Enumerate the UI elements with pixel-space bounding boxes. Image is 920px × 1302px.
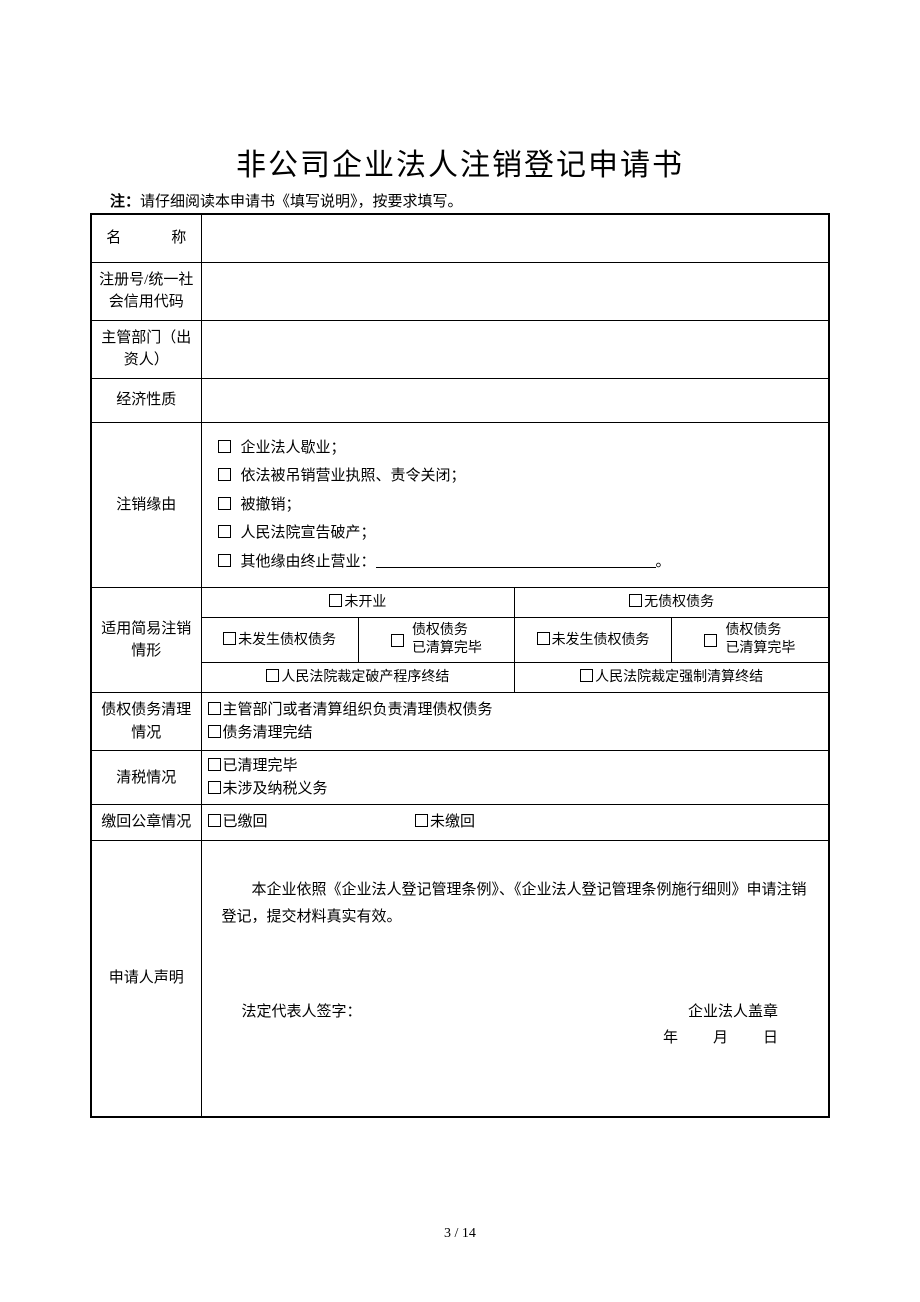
label-declaration: 申请人声明 xyxy=(91,840,201,1117)
checkbox-icon[interactable] xyxy=(415,814,428,827)
checkbox-icon[interactable] xyxy=(218,525,231,538)
reason-item: 人民法院宣告破产； xyxy=(218,522,813,545)
simple-opt-b: 债权债务已清算完毕 xyxy=(358,618,515,663)
checkbox-icon[interactable] xyxy=(208,725,221,738)
reason-item: 依法被吊销营业执照、责令关闭； xyxy=(218,465,813,488)
reason-item: 企业法人歇业； xyxy=(218,437,813,460)
note-text: 请仔细阅读本申请书《填写说明》，按要求填写。 xyxy=(140,194,463,210)
field-cancel-reason: 企业法人歇业； 依法被吊销营业执照、责令关闭； 被撤销； 人民法院宣告破产； 其… xyxy=(201,422,829,588)
field-tax-clear: 已清理完毕 未涉及纳税义务 xyxy=(201,751,829,805)
field-authority[interactable] xyxy=(201,320,829,378)
note-line: 注：请仔细阅读本申请书《填写说明》，按要求填写。 xyxy=(90,190,830,211)
simple-opt-forced: 人民法院裁定强制清算终结 xyxy=(515,663,828,693)
checkbox-icon[interactable] xyxy=(208,814,221,827)
label-econ-nature: 经济性质 xyxy=(91,378,201,422)
checkbox-icon[interactable] xyxy=(208,702,221,715)
field-debt-clear: 主管部门或者清算组织负责清理债权债务 债务清理完结 xyxy=(201,693,829,751)
reason-item: 被撤销； xyxy=(218,494,813,517)
checkbox-icon[interactable] xyxy=(629,594,642,607)
simple-opt-nodebt: 无债权债务 xyxy=(515,588,828,618)
checkbox-icon[interactable] xyxy=(537,632,550,645)
simple-cancel-inner-table: 未开业 无债权债务 未发生债权债务 债权债务已清算完毕 未发生债权债务 xyxy=(202,588,829,692)
label-authority: 主管部门（出资人） xyxy=(91,320,201,378)
checkbox-icon[interactable] xyxy=(218,497,231,510)
other-reason-input[interactable] xyxy=(376,554,656,568)
application-form-table: 名 称 注册号/统一社会信用代码 主管部门（出资人） 经济性质 xyxy=(90,213,830,1118)
field-seal-return: 已缴回 未缴回 xyxy=(201,805,829,841)
label-cancel-reason: 注销缘由 xyxy=(91,422,201,588)
checkbox-icon[interactable] xyxy=(208,758,221,771)
simple-opt-c: 未发生债权债务 xyxy=(515,618,672,663)
checkbox-icon[interactable] xyxy=(266,669,279,682)
page-number: 3 / 14 xyxy=(0,1226,920,1242)
label-name: 名 称 xyxy=(91,214,201,262)
document-title: 非公司企业法人注销登记申请书 xyxy=(90,140,830,184)
label-tax-clear: 清税情况 xyxy=(91,751,201,805)
sign-stamp-label: 企业法人盖章 xyxy=(688,1001,798,1024)
checkbox-icon[interactable] xyxy=(218,554,231,567)
simple-opt-bankrupt: 人民法院裁定破产程序终结 xyxy=(202,663,515,693)
declaration-text: 本企业依照《企业法人登记管理条例》、《企业法人登记管理条例施行细则》申请注销登记… xyxy=(222,877,809,931)
label-reg-code: 注册号/统一社会信用代码 xyxy=(91,262,201,320)
field-declaration: 本企业依照《企业法人登记管理条例》、《企业法人登记管理条例施行细则》申请注销登记… xyxy=(201,840,829,1117)
checkbox-icon[interactable] xyxy=(329,594,342,607)
checkbox-icon[interactable] xyxy=(704,634,717,647)
checkbox-icon[interactable] xyxy=(580,669,593,682)
date-line: 年 月 日 xyxy=(222,1027,809,1050)
checkbox-icon[interactable] xyxy=(391,634,404,647)
page-container: 非公司企业法人注销登记申请书 注：请仔细阅读本申请书《填写说明》，按要求填写。 … xyxy=(0,0,920,1302)
field-simple-cancel: 未开业 无债权债务 未发生债权债务 债权债务已清算完毕 未发生债权债务 xyxy=(201,588,829,693)
field-reg-code[interactable] xyxy=(201,262,829,320)
reason-item-other: 其他缘由终止营业：。 xyxy=(218,551,813,574)
checkbox-icon[interactable] xyxy=(208,781,221,794)
sign-rep-label: 法定代表人签字： xyxy=(242,1001,362,1024)
simple-opt-d: 债权债务已清算完毕 xyxy=(671,618,828,663)
note-prefix: 注： xyxy=(110,194,140,210)
label-simple-cancel: 适用简易注销情形 xyxy=(91,588,201,693)
checkbox-icon[interactable] xyxy=(218,440,231,453)
label-debt-clear: 债权债务清理情况 xyxy=(91,693,201,751)
field-name[interactable] xyxy=(201,214,829,262)
checkbox-icon[interactable] xyxy=(218,468,231,481)
simple-opt-notopen: 未开业 xyxy=(202,588,515,618)
checkbox-icon[interactable] xyxy=(223,632,236,645)
simple-opt-a: 未发生债权债务 xyxy=(202,618,359,663)
field-econ-nature[interactable] xyxy=(201,378,829,422)
label-seal-return: 缴回公章情况 xyxy=(91,805,201,841)
